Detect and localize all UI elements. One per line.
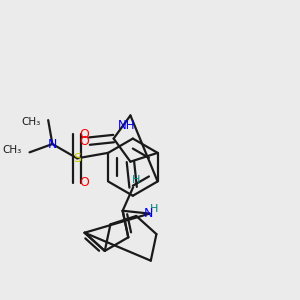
Text: H: H xyxy=(132,175,141,185)
Text: O: O xyxy=(79,135,89,148)
Text: S: S xyxy=(73,152,81,165)
Text: O: O xyxy=(80,128,89,140)
Text: N: N xyxy=(143,207,153,220)
Text: N: N xyxy=(48,137,57,151)
Text: CH₃: CH₃ xyxy=(21,117,40,128)
Text: CH₃: CH₃ xyxy=(2,145,22,155)
Text: O: O xyxy=(80,176,89,189)
Text: H: H xyxy=(150,204,158,214)
Text: NH: NH xyxy=(117,119,135,132)
